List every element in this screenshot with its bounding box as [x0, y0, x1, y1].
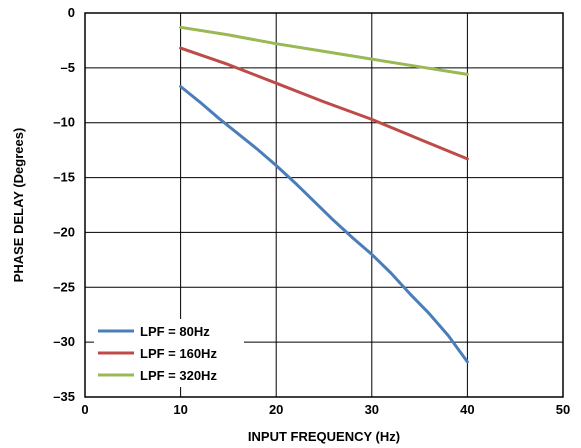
x-axis-tick-labels: 0 10 20 30 40 50 [81, 402, 570, 417]
x-tick-label: 30 [365, 402, 379, 417]
series-line-0 [179, 85, 469, 364]
y-tick-label: –20 [53, 224, 75, 239]
legend-label: LPF = 320Hz [140, 368, 217, 383]
y-tick-label: –30 [53, 334, 75, 349]
x-tick-label: 50 [556, 402, 570, 417]
y-tick-label: 0 [68, 5, 75, 20]
y-tick-label: –5 [61, 60, 75, 75]
legend: LPF = 80Hz LPF = 160Hz LPF = 320Hz [94, 319, 244, 387]
y-tick-label: –15 [53, 170, 75, 185]
y-axis-title: PHASE DELAY (Degrees) [11, 128, 26, 283]
y-tick-label: –35 [53, 389, 75, 404]
x-tick-label: 10 [173, 402, 187, 417]
legend-label: LPF = 160Hz [140, 346, 217, 361]
y-tick-label: –10 [53, 115, 75, 130]
series-line-1 [179, 46, 469, 161]
x-tick-label: 0 [81, 402, 88, 417]
series-lines [179, 25, 469, 364]
y-tick-label: –25 [53, 279, 75, 294]
x-tick-label: 20 [269, 402, 283, 417]
legend-label: LPF = 80Hz [140, 324, 210, 339]
x-tick-label: 40 [460, 402, 474, 417]
series-line-2 [179, 25, 469, 76]
y-axis-tick-labels: 0 –5 –10 –15 –20 –25 –30 –35 [53, 5, 75, 404]
x-axis-title: INPUT FREQUENCY (Hz) [248, 429, 400, 444]
